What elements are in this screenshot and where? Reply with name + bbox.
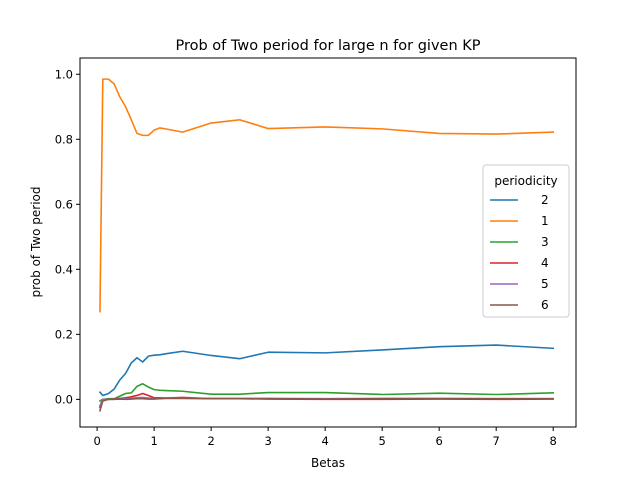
legend-label: 2	[541, 193, 549, 207]
y-tick-label: 1.0	[55, 67, 73, 81]
x-axis: 0 1 2 3 4 5 6 7 8	[93, 427, 557, 448]
y-tick-label: 0.8	[55, 132, 73, 146]
x-tick-label: 6	[436, 434, 443, 448]
x-tick-label: 0	[93, 434, 100, 448]
legend-label: 5	[541, 277, 549, 291]
series-line-6	[98, 397, 555, 412]
series-line-2	[98, 344, 555, 397]
axes-frame	[79, 57, 577, 428]
y-axis-label: prob of Two period	[29, 187, 43, 298]
legend-label: 4	[541, 256, 549, 270]
y-tick-label: 0.6	[55, 197, 73, 211]
x-tick-label: 8	[550, 434, 557, 448]
x-tick-label: 7	[493, 434, 500, 448]
x-tick-label: 3	[264, 434, 271, 448]
legend-label: 6	[541, 298, 549, 312]
legend-label: 3	[541, 235, 549, 249]
series-line-1	[99, 78, 555, 313]
x-tick-label: 1	[150, 434, 157, 448]
legend-box	[482, 164, 570, 318]
legend: periodicity 2 1 3 4 5 6	[482, 164, 570, 318]
y-tick-label: 0.4	[55, 262, 73, 276]
y-axis: 0.0 0.2 0.4 0.6 0.8 1.0	[55, 67, 80, 406]
series-line-3	[98, 382, 555, 403]
chart-title: Prob of Two period for large n for given…	[175, 38, 480, 54]
y-tick-label: 0.2	[55, 327, 73, 341]
legend-title: periodicity	[494, 174, 557, 188]
legend-label: 1	[541, 214, 549, 228]
x-tick-label: 4	[321, 434, 328, 448]
y-tick-label: 0.0	[55, 392, 73, 406]
x-axis-label: Betas	[311, 456, 345, 470]
x-tick-label: 2	[207, 434, 214, 448]
x-tick-label: 5	[378, 434, 385, 448]
plot-area	[98, 78, 555, 412]
